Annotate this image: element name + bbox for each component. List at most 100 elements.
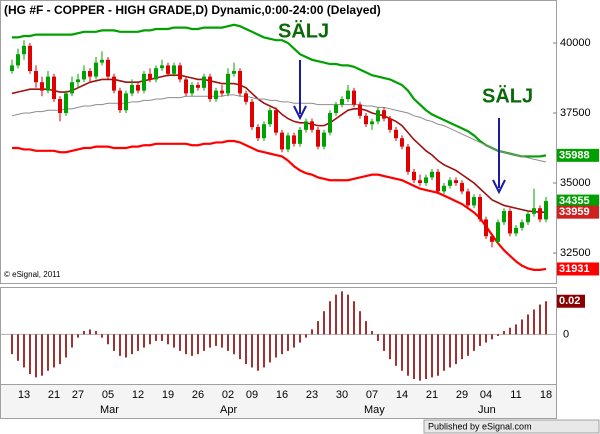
chart-title: (HG #F - COPPER - HIGH GRADE,D) Dynamic,…	[4, 3, 381, 17]
oscillator-bar	[371, 331, 373, 335]
indicator-line	[12, 139, 547, 271]
oscillator-bar	[335, 294, 337, 335]
oscillator-panel	[0, 287, 557, 385]
oscillator-bar	[293, 334, 295, 348]
oscillator-bar	[509, 327, 511, 335]
candle-body	[400, 138, 404, 147]
y-tick-label: 40000	[560, 37, 591, 49]
oscillator-bar	[179, 334, 181, 351]
oscillator-bar	[59, 334, 61, 365]
candle-body	[526, 213, 530, 223]
oscillator-bar	[137, 334, 139, 351]
oscillator-bar	[395, 334, 397, 366]
candle-body	[250, 101, 254, 128]
candle-body	[298, 129, 302, 144]
candle-body	[454, 180, 458, 184]
oscillator-bar	[149, 334, 151, 345]
annotation: SÄLJ	[278, 19, 329, 42]
oscillator-bar	[317, 321, 319, 335]
candle-body	[58, 99, 62, 114]
candle-body	[232, 71, 236, 74]
oscillator-bar	[365, 321, 367, 335]
oscillator-bar	[311, 329, 313, 335]
oscillator-bar	[533, 309, 535, 335]
candle-body	[94, 62, 98, 77]
oscillator-bar	[479, 334, 481, 346]
oscillator-bar	[407, 334, 409, 376]
candle-body	[286, 135, 290, 150]
oscillator-bar	[491, 334, 493, 340]
candle-body	[478, 197, 482, 220]
candle-body	[70, 82, 74, 94]
candle-body	[502, 211, 506, 223]
oscillator-bar	[467, 334, 469, 356]
oscillator-bar	[125, 334, 127, 358]
candle-body	[322, 132, 326, 147]
x-month-label: Mar	[100, 404, 119, 416]
candle-body	[16, 54, 20, 66]
last-value-label: 35988	[559, 149, 590, 161]
annotation-arrow-head	[492, 179, 506, 195]
indicator-line	[11, 94, 547, 163]
oscillator-bar	[107, 334, 109, 345]
candle-body	[118, 90, 122, 111]
oscillator-bar	[233, 334, 235, 355]
oscillator-bar	[161, 334, 163, 341]
candle-body	[418, 180, 422, 184]
candle-body	[292, 135, 296, 144]
candle-body	[484, 219, 488, 237]
x-tick-label: 07	[366, 389, 378, 401]
x-tick-label: 29	[456, 389, 468, 401]
candle-body	[448, 180, 452, 186]
oscillator-bar	[443, 334, 445, 371]
oscillator-bar	[227, 334, 229, 351]
candle-body	[160, 65, 164, 69]
oscillator-bar	[425, 334, 427, 380]
oscillator-bar	[299, 334, 301, 343]
candle-body	[472, 197, 476, 206]
oscillator-bar	[101, 334, 103, 338]
candle-body	[178, 65, 182, 80]
candle-body	[538, 208, 542, 220]
oscillator-bar	[389, 334, 391, 360]
candle-body	[316, 129, 320, 147]
oscillator-bar	[209, 334, 211, 348]
oscillator-bar	[17, 334, 19, 361]
x-tick-label: 21	[48, 389, 60, 401]
candle-body	[154, 68, 158, 80]
candle-body	[370, 121, 374, 125]
x-tick-label: 14	[396, 389, 408, 401]
candle-body	[268, 110, 272, 125]
oscillator-bar	[35, 334, 37, 378]
oscillator-bar	[359, 311, 361, 335]
last-value-label: 34355	[559, 195, 590, 207]
oscillator-bar	[473, 334, 475, 351]
oscillator-bar	[191, 334, 193, 356]
last-value-box	[557, 262, 599, 276]
candle-body	[100, 59, 104, 63]
candle-body	[310, 121, 314, 130]
candle-body	[406, 146, 410, 172]
oscillator-bar	[449, 334, 451, 368]
oscillator-bar	[455, 334, 457, 365]
candle-body	[376, 110, 380, 122]
candle-body	[328, 113, 332, 133]
indicator-line	[11, 74, 547, 213]
oscillator-bar	[341, 291, 343, 335]
candle-body	[40, 82, 44, 91]
footer-box	[423, 419, 600, 434]
candle-body	[532, 208, 536, 214]
oscillator-bar	[239, 334, 241, 360]
footer: Published by eSignal.com	[428, 421, 532, 431]
oscillator-bar	[41, 334, 43, 376]
candle-body	[202, 76, 206, 88]
oscillator-bar	[437, 334, 439, 376]
x-axis-panel	[0, 384, 557, 419]
candle-body	[136, 85, 140, 91]
candle-body	[142, 73, 146, 91]
oscillator-bar	[545, 301, 547, 335]
oscillator-bar	[173, 334, 175, 348]
oscillator-bar	[185, 334, 187, 355]
candle-body	[124, 93, 128, 111]
x-tick-label: 09	[246, 389, 258, 401]
